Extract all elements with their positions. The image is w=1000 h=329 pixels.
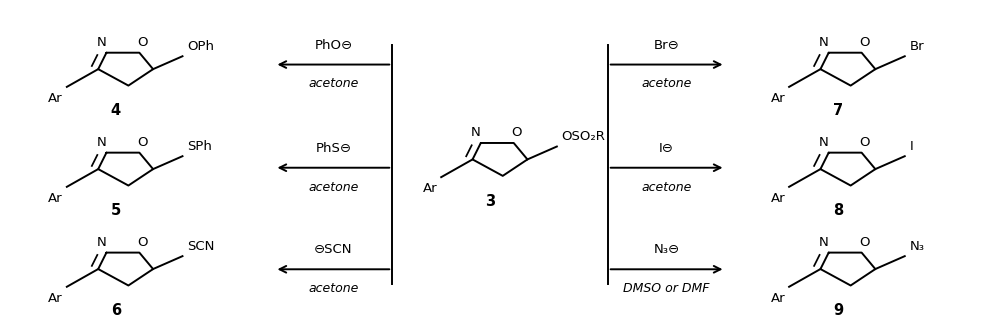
Text: acetone: acetone [641,181,692,194]
Text: acetone: acetone [641,77,692,90]
Text: acetone: acetone [308,77,359,90]
Text: N: N [97,236,106,249]
Text: Ar: Ar [771,92,785,105]
Text: OPh: OPh [187,40,214,53]
Text: 7: 7 [833,103,843,118]
Text: 3: 3 [485,193,495,209]
Text: Ar: Ar [48,192,63,205]
Text: O: O [137,236,148,249]
Text: 8: 8 [833,203,843,218]
Text: Ar: Ar [771,192,785,205]
Text: PhO⊖: PhO⊖ [314,38,352,52]
Text: N₃⊖: N₃⊖ [654,243,680,256]
Text: N: N [819,236,829,249]
Text: Ar: Ar [771,291,785,305]
Text: N: N [819,136,829,149]
Text: N: N [819,36,829,49]
Text: O: O [859,136,870,149]
Text: 6: 6 [111,303,121,318]
Text: acetone: acetone [308,282,359,295]
Text: Br⊖: Br⊖ [654,38,679,52]
Text: 5: 5 [111,203,121,218]
Text: N: N [471,126,481,139]
Text: Br: Br [910,40,924,53]
Text: O: O [859,236,870,249]
Text: O: O [859,36,870,49]
Text: ⊖SCN: ⊖SCN [314,243,353,256]
Text: OSO₂R: OSO₂R [562,130,606,143]
Text: N: N [97,36,106,49]
Text: Ar: Ar [48,92,63,105]
Text: O: O [137,36,148,49]
Text: Ar: Ar [48,291,63,305]
Text: I⊖: I⊖ [659,142,674,155]
Text: O: O [511,126,522,139]
Text: SCN: SCN [187,240,215,253]
Text: N₃: N₃ [910,240,925,253]
Text: PhS⊖: PhS⊖ [315,142,351,155]
Text: SPh: SPh [187,140,212,153]
Text: O: O [137,136,148,149]
Text: 4: 4 [111,103,121,118]
Text: I: I [910,140,913,153]
Text: Ar: Ar [423,182,437,195]
Text: acetone: acetone [308,181,359,194]
Text: N: N [97,136,106,149]
Text: 9: 9 [833,303,843,318]
Text: DMSO or DMF: DMSO or DMF [623,282,710,295]
